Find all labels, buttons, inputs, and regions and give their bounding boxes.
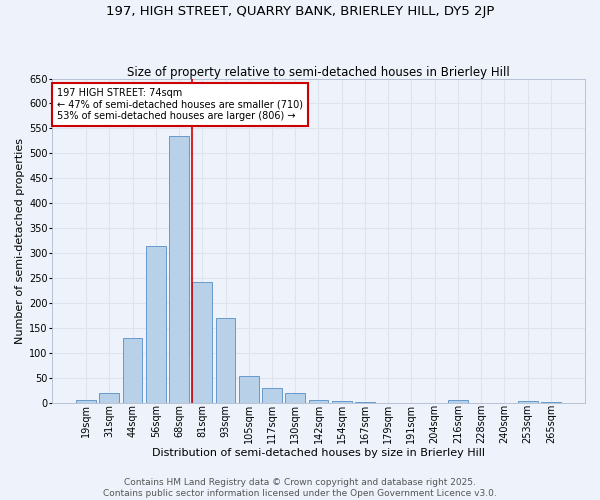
Bar <box>76 400 96 402</box>
Title: Size of property relative to semi-detached houses in Brierley Hill: Size of property relative to semi-detach… <box>127 66 510 78</box>
Y-axis label: Number of semi-detached properties: Number of semi-detached properties <box>15 138 25 344</box>
Bar <box>100 392 119 402</box>
Bar <box>518 401 538 402</box>
Bar <box>286 392 305 402</box>
Bar <box>262 388 282 402</box>
X-axis label: Distribution of semi-detached houses by size in Brierley Hill: Distribution of semi-detached houses by … <box>152 448 485 458</box>
Bar <box>146 246 166 402</box>
Text: 197, HIGH STREET, QUARRY BANK, BRIERLEY HILL, DY5 2JP: 197, HIGH STREET, QUARRY BANK, BRIERLEY … <box>106 5 494 18</box>
Bar <box>308 400 328 402</box>
Bar <box>122 338 142 402</box>
Bar <box>332 401 352 402</box>
Bar <box>193 282 212 403</box>
Text: 197 HIGH STREET: 74sqm
← 47% of semi-detached houses are smaller (710)
53% of se: 197 HIGH STREET: 74sqm ← 47% of semi-det… <box>57 88 303 122</box>
Bar <box>169 136 189 402</box>
Text: Contains HM Land Registry data © Crown copyright and database right 2025.
Contai: Contains HM Land Registry data © Crown c… <box>103 478 497 498</box>
Bar <box>239 376 259 402</box>
Bar <box>448 400 468 402</box>
Bar <box>215 318 235 402</box>
